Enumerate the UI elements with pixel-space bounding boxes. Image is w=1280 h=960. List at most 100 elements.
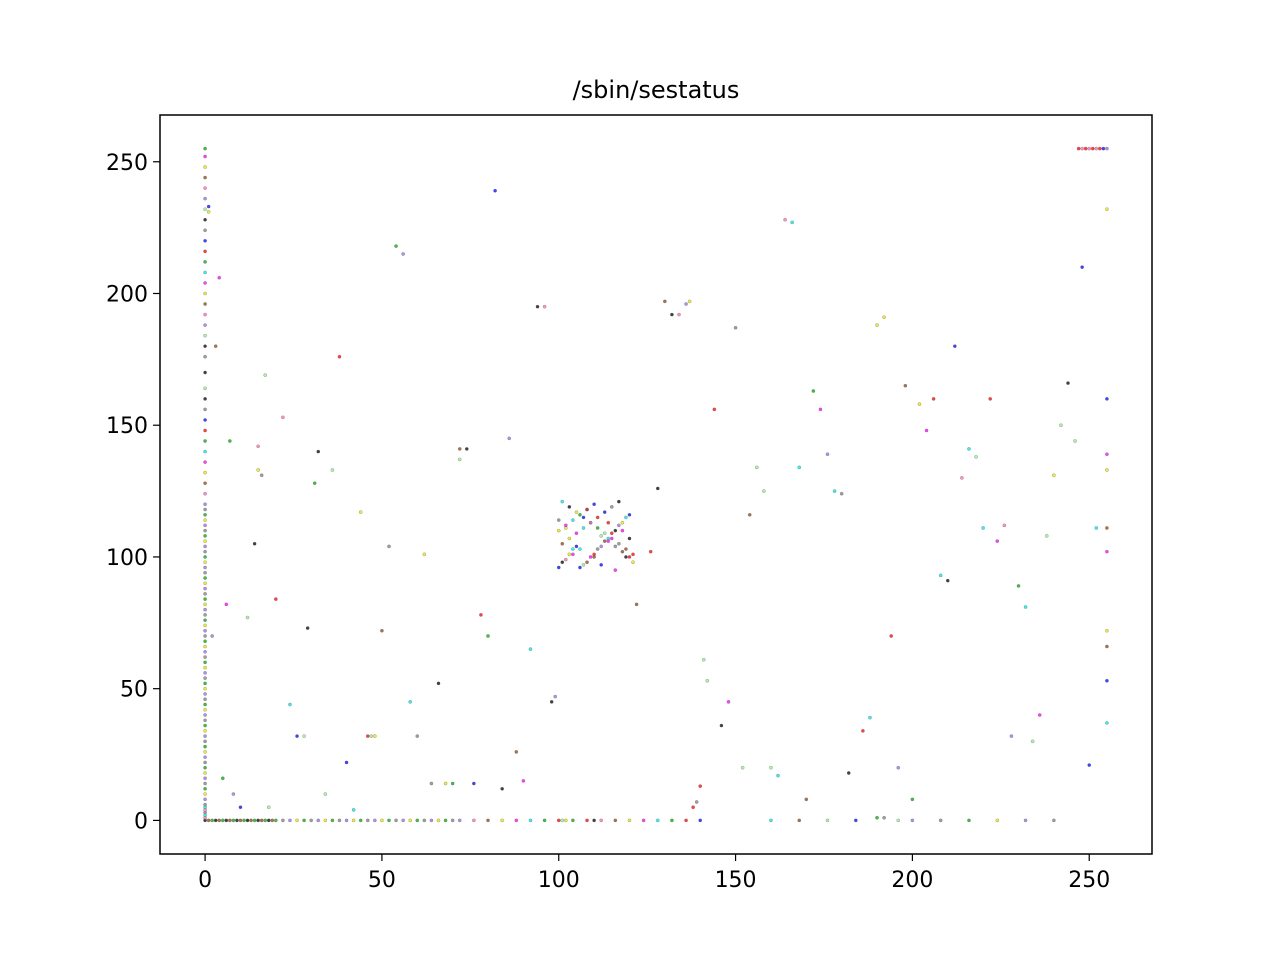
data-point (1080, 265, 1085, 269)
data-point (595, 526, 600, 530)
data-point (330, 468, 335, 472)
data-point (556, 565, 561, 570)
data-point (323, 818, 328, 823)
data-point (952, 344, 957, 349)
data-point (203, 491, 207, 496)
data-point (203, 165, 207, 169)
data-point (450, 781, 455, 786)
data-point (1044, 534, 1049, 538)
data-point (249, 818, 253, 823)
data-point (203, 544, 207, 549)
data-point (797, 465, 802, 470)
data-point (832, 489, 837, 493)
data-point (1090, 146, 1095, 151)
data-point (624, 547, 628, 551)
data-point (203, 186, 207, 190)
data-point (514, 818, 519, 823)
data-point (203, 333, 207, 338)
data-point (309, 818, 314, 823)
data-point (203, 281, 207, 285)
data-point (203, 702, 207, 707)
data-point (472, 781, 476, 786)
data-point (245, 615, 250, 620)
x-tick-label: 100 (538, 868, 580, 893)
data-point (263, 818, 268, 823)
data-point (238, 805, 243, 810)
data-point (694, 800, 699, 804)
data-point (203, 418, 207, 422)
data-point (203, 523, 207, 528)
y-tick-label: 200 (106, 282, 148, 307)
data-point (401, 818, 405, 823)
data-point (245, 818, 250, 823)
data-point (457, 447, 462, 451)
data-point (1066, 381, 1070, 385)
data-point (882, 815, 886, 820)
data-point (1105, 146, 1109, 151)
data-point (627, 555, 632, 559)
data-point (910, 818, 915, 823)
data-point (394, 818, 398, 823)
data-point (578, 512, 582, 517)
data-point (981, 526, 985, 530)
data-point (1097, 146, 1102, 151)
data-point (203, 407, 207, 412)
data-point (436, 681, 441, 686)
data-point (574, 510, 579, 515)
data-point (1105, 549, 1109, 554)
data-point (203, 549, 207, 554)
data-point (351, 818, 356, 823)
data-point (252, 818, 257, 823)
data-point (273, 597, 278, 601)
data-point (567, 536, 572, 541)
data-point (563, 818, 568, 823)
data-point (203, 217, 207, 222)
data-point (365, 734, 370, 738)
data-point (609, 531, 614, 536)
data-point (924, 428, 929, 433)
data-point (825, 452, 830, 457)
data-point (938, 573, 943, 578)
data-point (609, 505, 614, 509)
data-point (938, 818, 943, 823)
data-point (670, 818, 674, 823)
data-point (1083, 146, 1088, 151)
data-point (217, 818, 222, 823)
data-point (560, 499, 565, 504)
data-point (408, 700, 413, 704)
data-point (549, 700, 554, 704)
data-point (599, 544, 604, 549)
data-point (203, 312, 207, 317)
data-point (556, 818, 561, 823)
data-point (1052, 473, 1056, 478)
data-point (210, 818, 215, 823)
data-point (429, 781, 434, 786)
data-point (203, 270, 207, 275)
data-point (592, 502, 596, 507)
data-point (1073, 439, 1077, 443)
data-point (903, 383, 908, 388)
data-point (588, 555, 593, 559)
data-point (464, 447, 469, 451)
data-point (896, 818, 901, 823)
data-point (776, 773, 780, 778)
data-point (882, 315, 886, 320)
data-point (203, 660, 207, 665)
data-point (581, 515, 586, 520)
data-point (203, 792, 207, 796)
data-point (698, 818, 703, 823)
data-point (762, 489, 766, 493)
data-point (457, 457, 462, 462)
data-point (846, 771, 851, 775)
data-point (1087, 763, 1092, 767)
data-point (691, 805, 695, 810)
data-point (567, 552, 572, 557)
data-point (1076, 146, 1081, 151)
data-point (305, 626, 310, 630)
data-point (203, 460, 207, 464)
data-point (1023, 605, 1028, 609)
data-point (203, 502, 207, 507)
data-point (606, 539, 611, 543)
data-point (203, 560, 207, 565)
data-point (868, 715, 872, 720)
